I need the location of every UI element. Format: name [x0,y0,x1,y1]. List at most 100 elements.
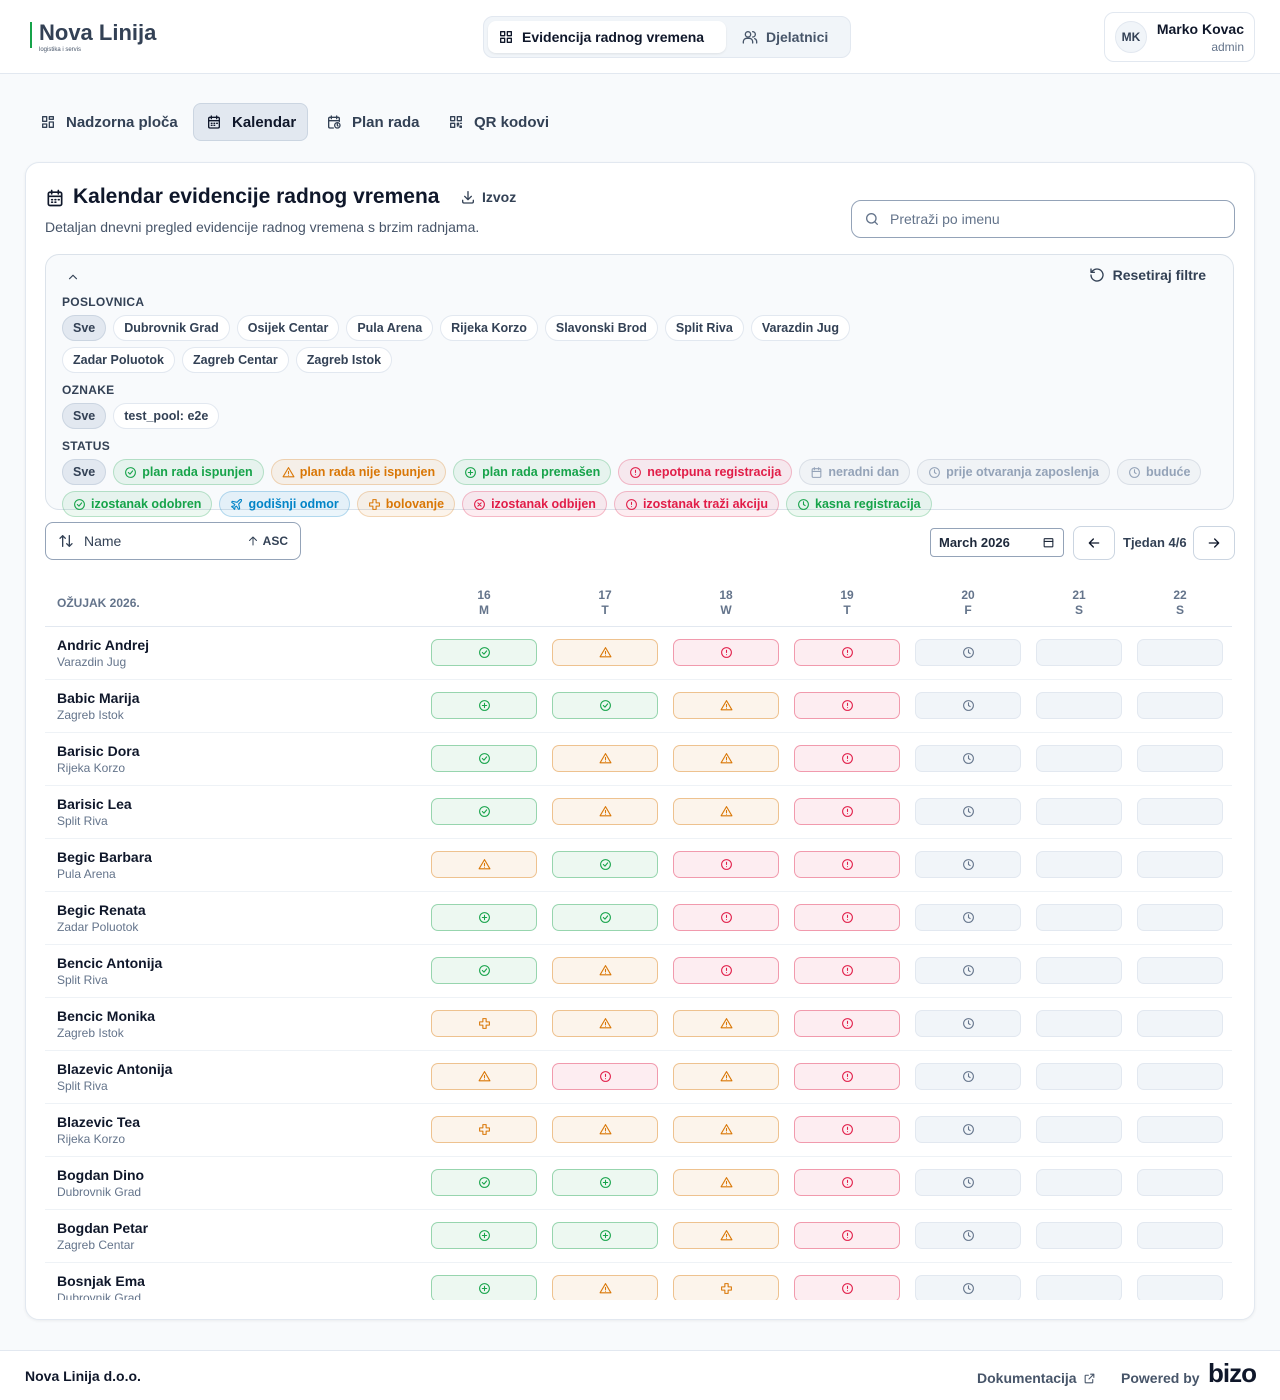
day-cell[interactable] [552,692,658,719]
sort-select[interactable]: NameASC [45,522,301,560]
day-cell[interactable] [794,1063,900,1090]
day-cell[interactable] [794,1275,900,1300]
collapse-button[interactable] [66,270,80,284]
tab[interactable]: Djelatnici [732,21,838,53]
day-cell[interactable] [673,798,779,825]
day-cell[interactable] [673,1169,779,1196]
day-cell[interactable] [794,639,900,666]
filter-chip[interactable]: Zagreb Istok [296,347,392,373]
subnav-item[interactable]: Kalendar [193,103,308,141]
day-cell[interactable] [915,1010,1021,1037]
day-cell[interactable] [1137,1010,1223,1037]
filter-chip[interactable]: Zadar Poluotok [62,347,175,373]
day-cell[interactable] [552,1063,658,1090]
day-cell[interactable] [431,1222,537,1249]
prev-week[interactable] [1073,526,1115,560]
day-cell[interactable] [431,957,537,984]
day-cell[interactable] [1137,851,1223,878]
day-cell[interactable] [1137,1222,1223,1249]
subnav-item[interactable]: Plan rada [314,103,432,141]
day-cell[interactable] [1036,692,1122,719]
day-cell[interactable] [552,745,658,772]
next-week[interactable] [1193,526,1235,560]
filter-chip[interactable]: test_pool: e2e [113,403,219,429]
day-cell[interactable] [794,904,900,931]
day-cell[interactable] [431,745,537,772]
day-cell[interactable] [673,692,779,719]
filter-chip[interactable]: Sve [62,459,106,485]
day-cell[interactable] [915,904,1021,931]
day-cell[interactable] [794,798,900,825]
day-cell[interactable] [431,1275,537,1300]
day-cell[interactable] [1036,904,1122,931]
day-cell[interactable] [431,1063,537,1090]
day-cell[interactable] [552,1010,658,1037]
day-cell[interactable] [1036,1063,1122,1090]
day-cell[interactable] [1036,639,1122,666]
export-button[interactable]: Izvoz [460,189,516,205]
day-cell[interactable] [431,1116,537,1143]
day-cell[interactable] [794,692,900,719]
day-cell[interactable] [1036,798,1122,825]
filter-chip[interactable]: Dubrovnik Grad [113,315,229,341]
day-cell[interactable] [673,1116,779,1143]
subnav-item[interactable]: QR kodovi [436,103,561,141]
day-cell[interactable] [552,1116,658,1143]
day-cell[interactable] [552,1169,658,1196]
day-cell[interactable] [915,1116,1021,1143]
day-cell[interactable] [1137,1116,1223,1143]
day-cell[interactable] [1137,1063,1223,1090]
filter-chip[interactable]: izostanak traži akciju [614,491,779,517]
day-cell[interactable] [794,1116,900,1143]
filter-chip[interactable]: plan rada premašen [453,459,611,485]
filter-chip[interactable]: plan rada nije ispunjen [271,459,446,485]
day-cell[interactable] [915,798,1021,825]
day-cell[interactable] [915,1063,1021,1090]
day-cell[interactable] [673,1010,779,1037]
filter-chip[interactable]: izostanak odbijen [462,491,607,517]
day-cell[interactable] [1137,692,1223,719]
day-cell[interactable] [915,745,1021,772]
filter-chip[interactable]: bolovanje [357,491,455,517]
day-cell[interactable] [673,1063,779,1090]
day-cell[interactable] [1036,957,1122,984]
filter-chip[interactable]: Slavonski Brod [545,315,658,341]
day-cell[interactable] [552,1275,658,1300]
filter-chip[interactable]: Varazdin Jug [751,315,850,341]
day-cell[interactable] [431,1169,537,1196]
day-cell[interactable] [1137,1169,1223,1196]
day-cell[interactable] [673,1275,779,1300]
filter-chip[interactable]: izostanak odobren [62,491,212,517]
day-cell[interactable] [915,957,1021,984]
day-cell[interactable] [431,639,537,666]
day-cell[interactable] [1036,1169,1122,1196]
day-cell[interactable] [915,851,1021,878]
day-cell[interactable] [673,957,779,984]
filter-chip[interactable]: neradni dan [799,459,910,485]
user-menu[interactable]: MK Marko Kovac admin [1104,12,1255,62]
filter-chip[interactable]: buduće [1117,459,1201,485]
filter-chip[interactable]: Osijek Centar [237,315,340,341]
day-cell[interactable] [794,1010,900,1037]
day-cell[interactable] [431,692,537,719]
day-cell[interactable] [673,1222,779,1249]
day-cell[interactable] [1036,1116,1122,1143]
day-cell[interactable] [673,851,779,878]
day-cell[interactable] [915,1169,1021,1196]
day-cell[interactable] [915,1275,1021,1300]
filter-chip[interactable]: Sve [62,315,106,341]
day-cell[interactable] [552,957,658,984]
search-input[interactable]: Pretraži po imenu [851,200,1235,238]
filter-chip[interactable]: nepotpuna registracija [618,459,792,485]
day-cell[interactable] [915,1222,1021,1249]
filter-chip[interactable]: Split Riva [665,315,744,341]
day-cell[interactable] [552,851,658,878]
day-cell[interactable] [794,851,900,878]
day-cell[interactable] [794,745,900,772]
filter-chip[interactable]: prije otvaranja zaposlenja [917,459,1110,485]
day-cell[interactable] [552,904,658,931]
filter-chip[interactable]: godišnji odmor [219,491,349,517]
day-cell[interactable] [1137,745,1223,772]
day-cell[interactable] [1036,745,1122,772]
day-cell[interactable] [1036,1010,1122,1037]
